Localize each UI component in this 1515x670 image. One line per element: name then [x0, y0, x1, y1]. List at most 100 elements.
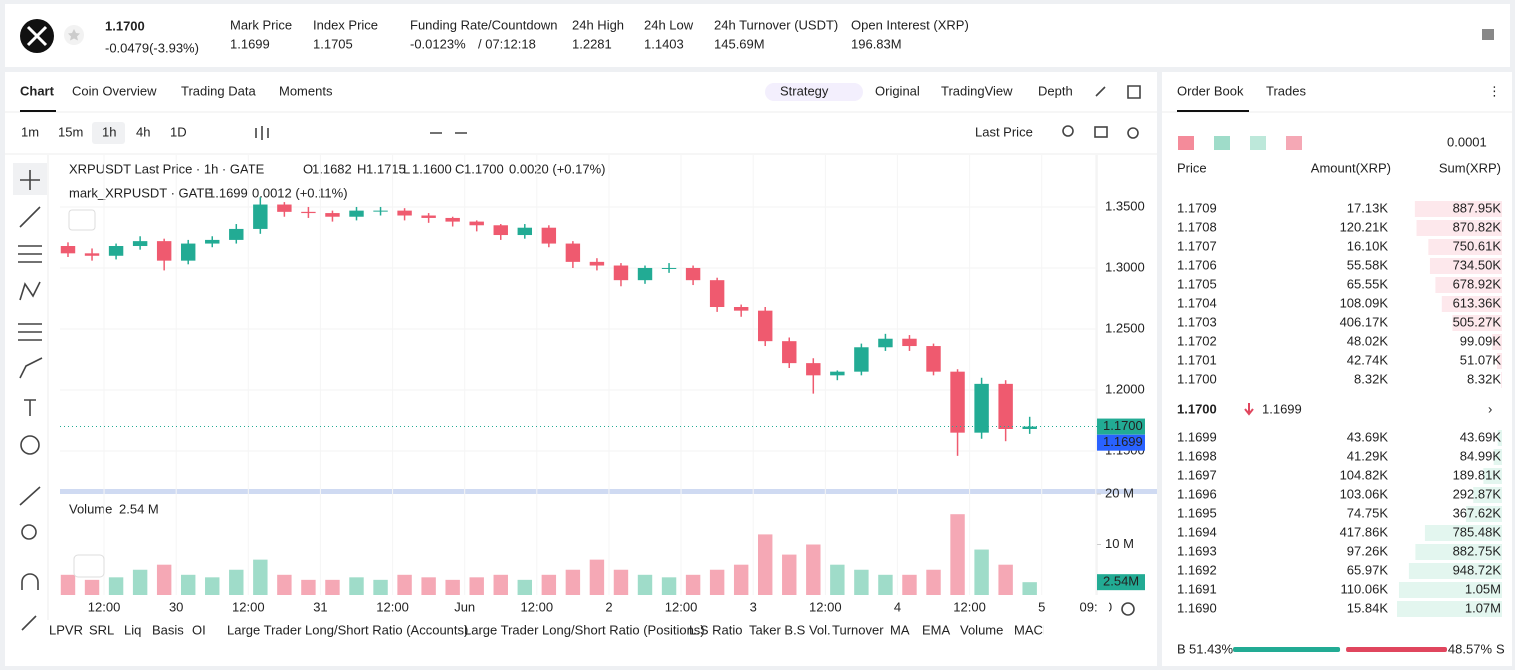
interval[interactable]: 1h: [102, 124, 116, 139]
view-tab[interactable]: TradingView: [941, 83, 1013, 98]
indicator[interactable]: MA: [890, 622, 910, 637]
pattern-tool[interactable]: [19, 281, 41, 301]
projection-tool[interactable]: [18, 323, 42, 341]
ob-price[interactable]: 1.1705: [1177, 276, 1217, 291]
settings-icon[interactable]: [1482, 29, 1494, 40]
view-tab[interactable]: Original: [875, 83, 920, 98]
ob-amount: 417.86K: [1340, 524, 1389, 539]
depth-bar: [1493, 449, 1502, 465]
precision-select[interactable]: 0.0001: [1447, 134, 1487, 149]
candle-body: [325, 213, 340, 217]
text-tool[interactable]: [24, 399, 36, 416]
magnet-tool[interactable]: [21, 573, 39, 590]
interval[interactable]: 4h: [136, 124, 150, 139]
indicator[interactable]: Basis: [152, 622, 184, 637]
stat-value: 1.1403: [644, 36, 684, 51]
ob-price[interactable]: 1.1693: [1177, 543, 1217, 558]
candle-body: [445, 217, 460, 222]
window-icons[interactable]: [1095, 85, 1141, 99]
more-menu[interactable]: ⋮: [1488, 83, 1501, 98]
candle-body: [733, 307, 749, 311]
indicator[interactable]: MACD: [1014, 622, 1052, 637]
volume-bar: [469, 577, 484, 595]
view-toggle[interactable]: [1214, 136, 1230, 150]
ob-price[interactable]: 1.1697: [1177, 467, 1217, 482]
ohlc-key: O: [303, 161, 313, 176]
ob-price[interactable]: 1.1706: [1177, 257, 1217, 272]
ob-price[interactable]: 1.1699: [1177, 429, 1217, 444]
buy-bar: [1233, 647, 1341, 652]
mid-price: 1.1700: [1177, 401, 1217, 416]
ob-price[interactable]: 1.1694: [1177, 524, 1217, 539]
indicator[interactable]: LPVR: [49, 622, 83, 637]
volume-bar: [517, 579, 533, 595]
ob-price[interactable]: 1.1707: [1177, 238, 1217, 253]
search-icon[interactable]: [1062, 125, 1074, 137]
indicator[interactable]: Large Trader Long/Short Ratio (Positions…: [464, 622, 705, 637]
ob-price[interactable]: 1.1708: [1177, 219, 1217, 234]
ob-sum: 189.81K: [1453, 467, 1502, 482]
price-type-select[interactable]: Last Price: [975, 124, 1033, 139]
ob-price[interactable]: 1.1702: [1177, 333, 1217, 348]
volume-bar: [156, 564, 172, 595]
ob-tab[interactable]: Order Book: [1177, 83, 1244, 98]
candle-body: [709, 280, 725, 308]
view-tab[interactable]: Depth: [1038, 83, 1073, 98]
legend-change: 0.0020 (+0.17%): [509, 161, 605, 176]
candle-body: [661, 267, 677, 269]
interval[interactable]: 15m: [58, 124, 83, 139]
indicator[interactable]: Liq: [124, 622, 141, 637]
ob-price[interactable]: 1.1700: [1177, 371, 1217, 386]
interval[interactable]: 1D: [170, 124, 187, 139]
view-toggle[interactable]: [1286, 136, 1302, 150]
depth-bar: [1424, 525, 1502, 541]
zoom-tool[interactable]: [21, 524, 37, 540]
tab[interactable]: Coin Overview: [72, 83, 157, 98]
view-toggle[interactable]: [1178, 136, 1194, 150]
camera-icon[interactable]: [1094, 126, 1108, 138]
tab[interactable]: Chart: [20, 83, 55, 98]
view-toggle[interactable]: [1250, 136, 1266, 150]
strategy-bg: [765, 83, 863, 101]
indicator[interactable]: L.S Ratio: [689, 622, 742, 637]
indicator[interactable]: OI: [192, 622, 206, 637]
volume-bar: [974, 549, 989, 595]
tab[interactable]: Trading Data: [181, 83, 256, 98]
edit-tool[interactable]: [21, 615, 37, 631]
ob-price[interactable]: 1.1709: [1177, 200, 1217, 215]
ob-price[interactable]: 1.1701: [1177, 352, 1217, 367]
interval[interactable]: 1m: [21, 124, 39, 139]
view-tab[interactable]: Strategy: [780, 83, 829, 98]
line-tool[interactable]: [19, 206, 41, 228]
indicator[interactable]: SRL: [89, 622, 114, 637]
indicator[interactable]: Turnover: [832, 622, 884, 637]
indicator[interactable]: Large Trader Long/Short Ratio (Accounts): [227, 622, 468, 637]
ob-tab[interactable]: Trades: [1266, 83, 1306, 98]
candle-type-icon[interactable]: [255, 126, 269, 140]
ob-price[interactable]: 1.1690: [1177, 600, 1217, 615]
ob-price[interactable]: 1.1692: [1177, 562, 1217, 577]
indicator[interactable]: EMA: [922, 622, 951, 637]
ob-price[interactable]: 1.1704: [1177, 295, 1217, 310]
ob-sum: 1.07M: [1465, 600, 1501, 615]
ob-price[interactable]: 1.1698: [1177, 448, 1217, 463]
ruler-tool[interactable]: [19, 486, 41, 506]
indicator[interactable]: Volume: [960, 622, 1003, 637]
ob-amount: 48.02K: [1347, 333, 1389, 348]
volume-bar: [589, 559, 605, 595]
chart-settings[interactable]: [1121, 602, 1135, 616]
brush-tool[interactable]: [19, 357, 43, 379]
x-tick-label: 12:00: [953, 599, 986, 614]
ob-price[interactable]: 1.1695: [1177, 505, 1217, 520]
indicator[interactable]: Taker B.S Vol.: [749, 622, 831, 637]
ob-price[interactable]: 1.1703: [1177, 314, 1217, 329]
ob-price[interactable]: 1.1691: [1177, 581, 1217, 596]
ob-price[interactable]: 1.1696: [1177, 486, 1217, 501]
crosshair-tool[interactable]: [20, 170, 40, 190]
collapse-btn[interactable]: [68, 209, 96, 231]
fib-tool[interactable]: [18, 245, 42, 263]
settings-icon[interactable]: [1127, 127, 1139, 139]
tab[interactable]: Moments: [279, 83, 333, 98]
emoji-tool[interactable]: [20, 435, 40, 455]
